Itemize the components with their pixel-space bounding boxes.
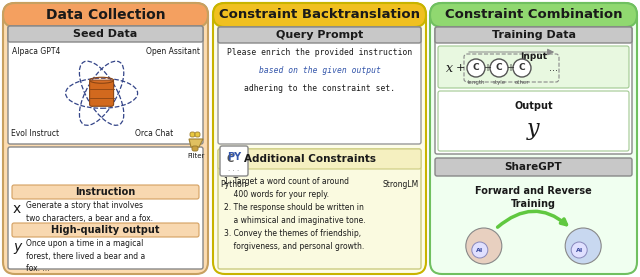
- FancyBboxPatch shape: [190, 132, 195, 137]
- FancyBboxPatch shape: [8, 147, 203, 269]
- FancyBboxPatch shape: [430, 3, 637, 27]
- FancyBboxPatch shape: [218, 27, 421, 144]
- Text: Instruction: Instruction: [76, 187, 136, 197]
- Text: Constraint Combination: Constraint Combination: [445, 9, 622, 22]
- FancyBboxPatch shape: [192, 146, 198, 151]
- Text: Forward and Reverse
Training: Forward and Reverse Training: [475, 186, 592, 209]
- Text: · · ·: · · ·: [228, 168, 239, 174]
- Circle shape: [466, 228, 502, 264]
- Text: x: x: [446, 61, 453, 75]
- Text: ...: ...: [548, 63, 557, 73]
- Circle shape: [222, 151, 238, 167]
- Text: other: other: [515, 80, 529, 85]
- Text: Output: Output: [514, 101, 553, 111]
- Text: Training Data: Training Data: [492, 30, 575, 40]
- Text: Orca Chat: Orca Chat: [135, 129, 173, 138]
- FancyBboxPatch shape: [220, 146, 248, 176]
- FancyBboxPatch shape: [218, 149, 421, 269]
- FancyBboxPatch shape: [213, 3, 426, 274]
- Text: Evol Instruct: Evol Instruct: [11, 129, 59, 138]
- Text: Alpaca GPT4: Alpaca GPT4: [12, 47, 60, 56]
- Ellipse shape: [90, 77, 114, 83]
- Text: C: C: [496, 63, 502, 73]
- Text: 3. Convey the themes of friendship,: 3. Convey the themes of friendship,: [224, 229, 361, 238]
- Text: Filter: Filter: [188, 153, 205, 159]
- FancyBboxPatch shape: [435, 158, 632, 176]
- FancyBboxPatch shape: [438, 46, 629, 88]
- Text: StrongLM: StrongLM: [383, 180, 419, 189]
- Text: a whimsical and imaginative tone.: a whimsical and imaginative tone.: [224, 216, 365, 225]
- FancyBboxPatch shape: [195, 132, 200, 137]
- FancyBboxPatch shape: [90, 80, 114, 106]
- FancyBboxPatch shape: [218, 27, 421, 43]
- Text: 2. The response should be written in: 2. The response should be written in: [224, 203, 364, 212]
- FancyBboxPatch shape: [12, 223, 199, 237]
- FancyBboxPatch shape: [3, 3, 208, 274]
- FancyBboxPatch shape: [12, 185, 199, 199]
- FancyBboxPatch shape: [8, 26, 203, 42]
- Text: Generate a story that involves
two characters, a bear and a fox.: Generate a story that involves two chara…: [26, 201, 153, 222]
- Text: C: C: [518, 63, 525, 73]
- Text: 1. Target a word count of around: 1. Target a word count of around: [224, 177, 349, 186]
- Text: ShareGPT: ShareGPT: [505, 162, 563, 172]
- Text: AI: AI: [575, 248, 583, 253]
- Text: +: +: [483, 63, 491, 73]
- Text: y: y: [527, 118, 540, 140]
- Circle shape: [571, 242, 587, 258]
- FancyBboxPatch shape: [435, 27, 632, 154]
- Text: Constraint Backtranslation: Constraint Backtranslation: [219, 9, 420, 22]
- FancyBboxPatch shape: [435, 27, 632, 43]
- Text: High-quality output: High-quality output: [51, 225, 160, 235]
- Text: Data Collection: Data Collection: [45, 8, 165, 22]
- Text: Python: Python: [221, 180, 247, 189]
- Text: Seed Data: Seed Data: [74, 29, 138, 39]
- Text: +: +: [506, 63, 514, 73]
- Text: PY: PY: [227, 152, 241, 161]
- Text: Open Assitant: Open Assitant: [146, 47, 200, 56]
- Text: Input: Input: [520, 52, 547, 61]
- Text: adhering to the constraint set.: adhering to the constraint set.: [244, 84, 395, 93]
- Text: 𝗑: 𝗑: [13, 202, 21, 216]
- Text: Additional Constraints: Additional Constraints: [244, 154, 376, 164]
- Text: Please enrich the provided instruction: Please enrich the provided instruction: [227, 48, 412, 57]
- Text: +: +: [456, 63, 465, 73]
- Text: 𝘺: 𝘺: [13, 240, 21, 254]
- FancyBboxPatch shape: [438, 91, 629, 151]
- Text: Query Prompt: Query Prompt: [276, 30, 363, 40]
- Text: forgiveness, and personal growth.: forgiveness, and personal growth.: [224, 242, 364, 251]
- Circle shape: [513, 59, 531, 77]
- Text: C: C: [227, 154, 234, 164]
- Text: C: C: [473, 63, 479, 73]
- Text: length: length: [467, 80, 484, 85]
- Text: style: style: [492, 80, 506, 85]
- FancyBboxPatch shape: [8, 26, 203, 144]
- Text: based on the given output: based on the given output: [259, 66, 380, 75]
- FancyBboxPatch shape: [430, 3, 637, 274]
- Text: AI: AI: [476, 248, 483, 253]
- FancyBboxPatch shape: [218, 149, 421, 169]
- Circle shape: [490, 59, 508, 77]
- FancyBboxPatch shape: [213, 3, 426, 27]
- Circle shape: [565, 228, 601, 264]
- Text: 400 words for your reply.: 400 words for your reply.: [224, 190, 329, 199]
- Circle shape: [467, 59, 485, 77]
- Polygon shape: [189, 139, 203, 147]
- Circle shape: [472, 242, 488, 258]
- FancyBboxPatch shape: [3, 3, 208, 27]
- Text: Once upon a time in a magical
forest, there lived a bear and a
fox. ...: Once upon a time in a magical forest, th…: [26, 239, 145, 273]
